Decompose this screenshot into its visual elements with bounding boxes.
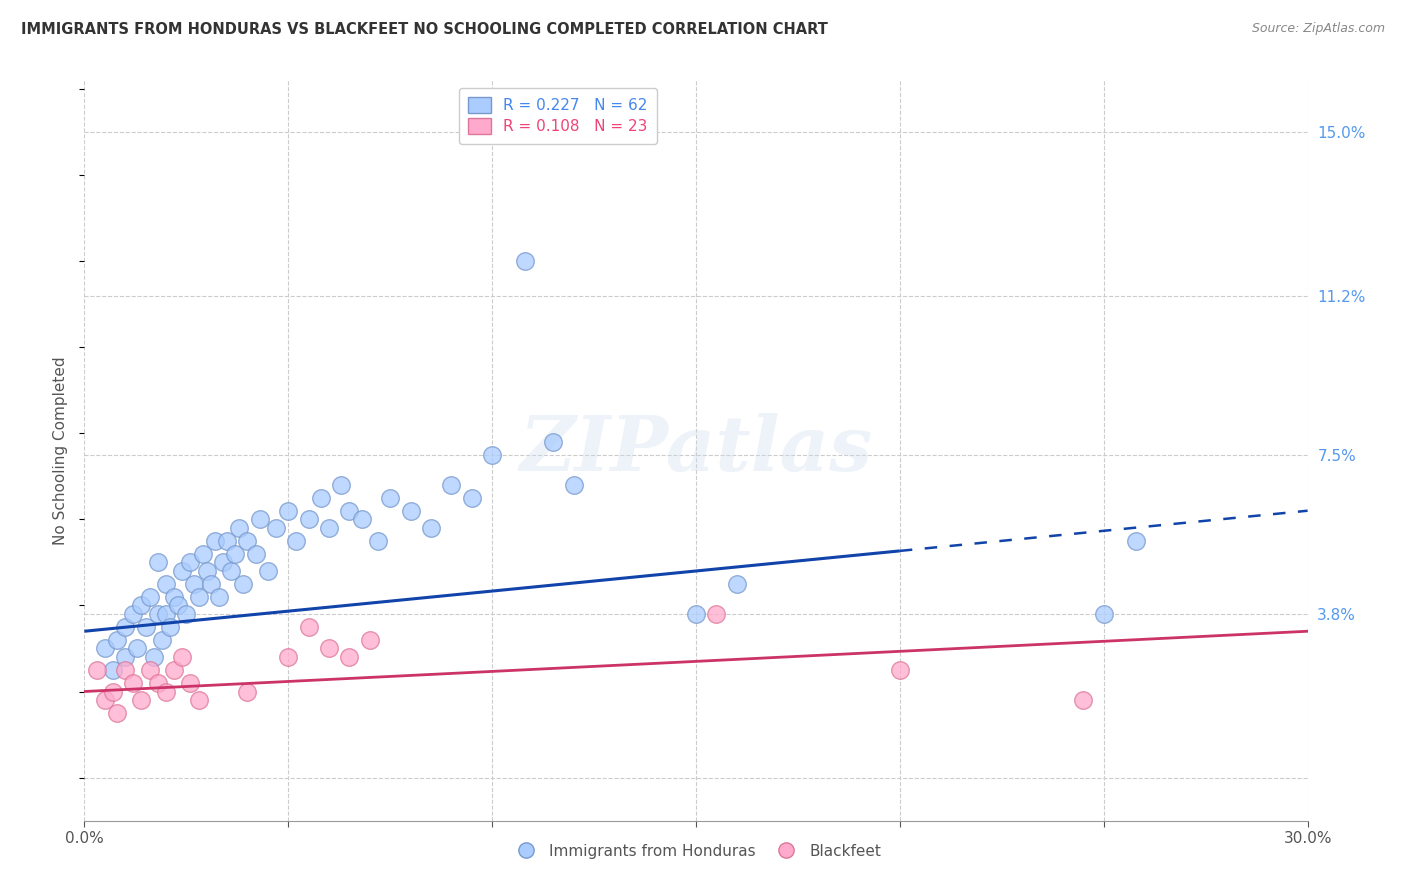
Point [440,478,463,492]
Point [1073,693,1095,707]
Point [481,448,503,462]
Point [93,641,115,656]
Point [380,491,402,505]
Point [228,521,250,535]
Point [172,650,194,665]
Point [167,599,190,613]
Point [163,663,186,677]
Point [150,632,173,647]
Point [298,620,321,634]
Point [350,512,373,526]
Point [236,533,259,548]
Point [208,590,231,604]
Text: ZIPatlas: ZIPatlas [519,414,873,487]
Point [191,547,214,561]
Point [1125,533,1147,548]
Point [461,491,484,505]
Point [114,663,136,677]
Point [127,641,149,656]
Point [249,512,271,526]
Point [318,521,340,535]
Point [543,434,565,449]
Point [339,650,361,665]
Point [257,564,280,578]
Point [245,547,267,561]
Point [131,599,153,613]
Y-axis label: No Schooling Completed: No Schooling Completed [53,356,69,545]
Legend: Immigrants from Honduras, Blackfeet: Immigrants from Honduras, Blackfeet [505,838,887,865]
Point [155,577,177,591]
Point [298,512,321,526]
Point [146,555,169,569]
Point [200,577,222,591]
Point [179,555,201,569]
Point [264,521,287,535]
Text: IMMIGRANTS FROM HONDURAS VS BLACKFEET NO SCHOOLING COMPLETED CORRELATION CHART: IMMIGRANTS FROM HONDURAS VS BLACKFEET NO… [21,22,828,37]
Point [217,533,239,548]
Point [138,663,160,677]
Point [232,577,254,591]
Point [367,533,389,548]
Point [159,620,181,634]
Point [420,521,443,535]
Point [155,607,177,621]
Point [236,684,259,698]
Point [219,564,242,578]
Point [86,663,108,677]
Point [172,564,194,578]
Point [131,693,153,707]
Point [359,632,381,647]
Point [114,620,136,634]
Point [105,632,128,647]
Point [155,684,177,698]
Point [277,504,299,518]
Point [187,590,209,604]
Point [105,706,128,720]
Point [224,547,246,561]
Point [277,650,299,665]
Point [889,663,911,677]
Text: Source: ZipAtlas.com: Source: ZipAtlas.com [1251,22,1385,36]
Point [183,577,205,591]
Point [399,504,422,518]
Point [212,555,235,569]
Point [93,693,115,707]
Point [122,607,145,621]
Point [685,607,707,621]
Point [339,504,361,518]
Point [285,533,308,548]
Point [146,607,169,621]
Point [513,254,536,268]
Point [142,650,165,665]
Point [187,693,209,707]
Point [101,684,124,698]
Point [318,641,340,656]
Point [146,676,169,690]
Point [135,620,157,634]
Point [179,676,201,690]
Point [204,533,226,548]
Point [706,607,728,621]
Point [174,607,197,621]
Point [101,663,124,677]
Point [195,564,218,578]
Point [138,590,160,604]
Point [309,491,332,505]
Point [163,590,186,604]
Point [114,650,136,665]
Point [562,478,585,492]
Point [1092,607,1115,621]
Point [330,478,353,492]
Point [122,676,145,690]
Point [725,577,748,591]
